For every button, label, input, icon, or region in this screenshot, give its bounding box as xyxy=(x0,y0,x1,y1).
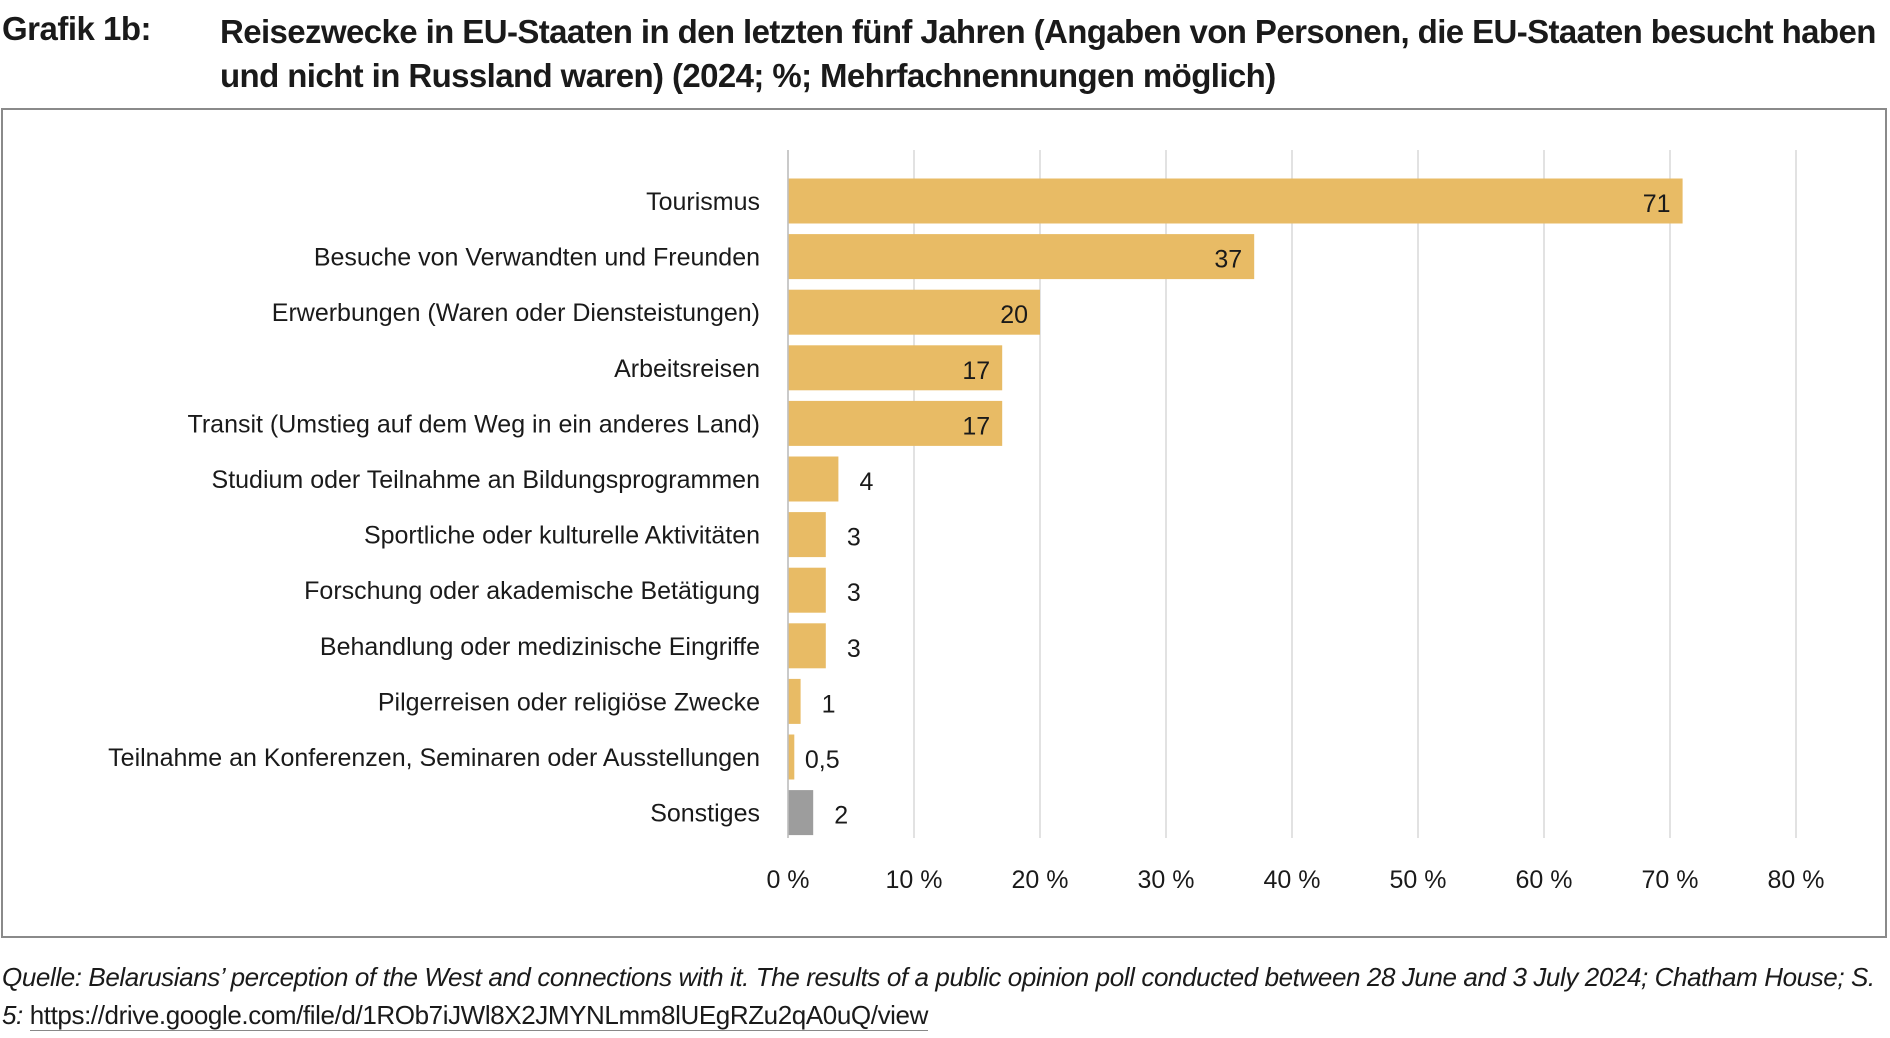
bar xyxy=(788,400,1003,446)
source-link[interactable]: https://drive.google.com/file/d/1ROb7iJW… xyxy=(29,1000,928,1031)
x-tick-label: 30 % xyxy=(1138,866,1195,894)
chart-frame: 0 % 10 % 20 % 30 % 40 % 50 % 60 % 70 % 80 % Touri… xyxy=(1,108,1887,938)
bar xyxy=(788,734,795,780)
bar xyxy=(788,623,826,669)
bar xyxy=(788,567,826,613)
bar xyxy=(788,178,1683,224)
category-label: Behandlung oder medizinische Eingriffe xyxy=(320,633,760,661)
data-label: 37 xyxy=(1214,246,1242,274)
bar xyxy=(788,512,826,558)
bar xyxy=(788,790,814,836)
data-label: 0,5 xyxy=(805,746,840,774)
x-tick-label: 50 % xyxy=(1390,866,1447,894)
x-tick-label: 40 % xyxy=(1264,866,1321,894)
data-label: 1 xyxy=(822,690,836,718)
category-label: Sportliche oder kulturelle Aktivitäten xyxy=(364,522,760,550)
category-label: Erwerbungen (Waren oder Diensteistungen) xyxy=(272,299,760,327)
data-label: 2 xyxy=(834,802,848,830)
bar xyxy=(788,456,839,502)
category-label: Forschung oder akademische Betätigung xyxy=(304,577,760,605)
category-label: Besuche von Verwandten und Freunden xyxy=(314,244,760,272)
x-tick-label: 80 % xyxy=(1768,866,1825,894)
bar xyxy=(788,289,1040,335)
data-label: 3 xyxy=(847,635,861,663)
data-label: 4 xyxy=(859,468,873,496)
bar xyxy=(788,345,1003,391)
source-text: Quelle: Belarusians’ perception of the W… xyxy=(2,962,1875,1030)
category-label: Transit (Umstieg auf dem Weg in ein ande… xyxy=(188,410,761,438)
x-tick-label: 20 % xyxy=(1012,866,1069,894)
data-label: 20 xyxy=(1000,301,1028,329)
x-tick-label: 60 % xyxy=(1516,866,1573,894)
bar xyxy=(788,234,1255,280)
data-label: 3 xyxy=(847,524,861,552)
data-label: 17 xyxy=(962,412,990,440)
data-label: 71 xyxy=(1643,190,1671,218)
figure-label: Grafik 1b: xyxy=(2,10,152,47)
category-label: Tourismus xyxy=(646,188,760,216)
bar xyxy=(788,678,801,724)
data-label: 17 xyxy=(962,357,990,385)
category-label: Pilgerreisen oder religiöse Zwecke xyxy=(378,688,760,716)
x-tick-label: 10 % xyxy=(886,866,943,894)
category-label: Sonstiges xyxy=(650,800,760,828)
category-label: Studium oder Teilnahme an Bildungsprogra… xyxy=(212,466,760,494)
category-label: Arbeitsreisen xyxy=(614,355,760,383)
chart-heading: Grafik 1b: Reisezwecke in EU-Staaten in … xyxy=(0,6,1890,96)
category-label: Teilnahme an Konferenzen, Seminaren oder… xyxy=(108,744,760,772)
data-label: 3 xyxy=(847,579,861,607)
bar-chart: 0 % 10 % 20 % 30 % 40 % 50 % 60 % 70 % 80 % Touri… xyxy=(108,150,1825,894)
x-tick-label: 70 % xyxy=(1642,866,1699,894)
chart-title: Reisezwecke in EU-Staaten in den letzten… xyxy=(220,13,1876,94)
source-note: Quelle: Belarusians’ perception of the W… xyxy=(2,958,1890,1034)
x-tick-label: 0 % xyxy=(766,866,809,894)
